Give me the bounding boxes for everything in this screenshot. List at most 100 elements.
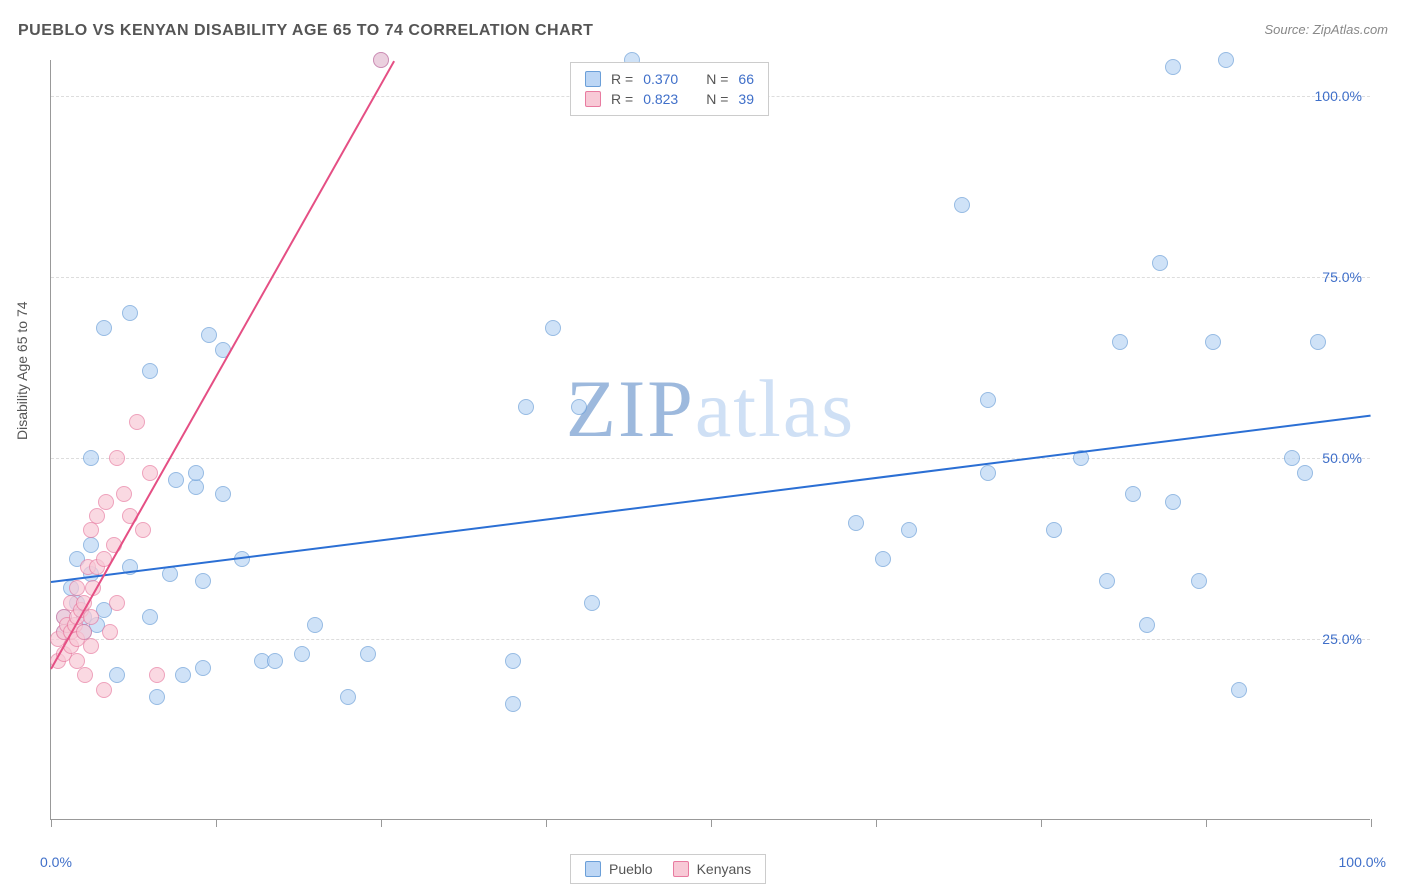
scatter-point — [77, 667, 93, 683]
legend-swatch — [585, 861, 601, 877]
x-tick — [1371, 819, 1372, 827]
scatter-point — [188, 465, 204, 481]
legend-stats-box: R =0.370N =66R =0.823N =39 — [570, 62, 769, 116]
y-tick-label: 100.0% — [1315, 88, 1362, 104]
scatter-point — [135, 522, 151, 538]
scatter-point — [1218, 52, 1234, 68]
scatter-point — [1152, 255, 1168, 271]
scatter-point — [267, 653, 283, 669]
scatter-point — [89, 508, 105, 524]
scatter-point — [848, 515, 864, 531]
x-tick — [876, 819, 877, 827]
scatter-point — [1099, 573, 1115, 589]
scatter-point — [175, 667, 191, 683]
scatter-point — [69, 653, 85, 669]
scatter-point — [98, 494, 114, 510]
x-tick-label-left: 0.0% — [40, 854, 72, 870]
chart-title: PUEBLO VS KENYAN DISABILITY AGE 65 TO 74… — [18, 22, 593, 40]
scatter-point — [307, 617, 323, 633]
scatter-point — [1125, 486, 1141, 502]
gridline — [51, 639, 1370, 640]
scatter-point — [875, 551, 891, 567]
gridline — [51, 277, 1370, 278]
legend-swatch — [585, 71, 601, 87]
scatter-point — [373, 52, 389, 68]
scatter-point — [83, 450, 99, 466]
scatter-point — [102, 624, 118, 640]
scatter-point — [96, 682, 112, 698]
scatter-point — [129, 414, 145, 430]
stat-r-label: R = — [611, 91, 633, 107]
scatter-point — [188, 479, 204, 495]
y-tick-label: 75.0% — [1322, 269, 1362, 285]
x-tick — [1041, 819, 1042, 827]
scatter-point — [109, 667, 125, 683]
watermark-text-2: atlas — [695, 363, 855, 454]
legend-item: Kenyans — [673, 861, 751, 877]
scatter-point — [954, 197, 970, 213]
stat-n-label: N = — [706, 91, 728, 107]
scatter-point — [83, 638, 99, 654]
scatter-point — [142, 465, 158, 481]
scatter-point — [122, 305, 138, 321]
x-tick — [216, 819, 217, 827]
scatter-point — [142, 609, 158, 625]
scatter-point — [109, 450, 125, 466]
stat-r-value: 0.370 — [643, 71, 678, 87]
scatter-point — [201, 327, 217, 343]
scatter-point — [518, 399, 534, 415]
watermark: ZIPatlas — [566, 362, 855, 456]
y-tick-label: 25.0% — [1322, 631, 1362, 647]
scatter-point — [294, 646, 310, 662]
gridline — [51, 458, 1370, 459]
x-tick — [711, 819, 712, 827]
source-attribution: Source: ZipAtlas.com — [1264, 22, 1388, 37]
scatter-point — [1165, 494, 1181, 510]
scatter-point — [1310, 334, 1326, 350]
scatter-point — [1297, 465, 1313, 481]
scatter-point — [1112, 334, 1128, 350]
legend-swatch — [673, 861, 689, 877]
legend-item: Pueblo — [585, 861, 653, 877]
legend-label: Kenyans — [697, 861, 751, 877]
legend-stats-row: R = 0.370 N = 66 — [585, 69, 754, 89]
scatter-point — [980, 465, 996, 481]
stat-n-value: 66 — [738, 71, 754, 87]
scatter-point — [360, 646, 376, 662]
scatter-point — [340, 689, 356, 705]
scatter-point — [109, 595, 125, 611]
scatter-point — [215, 486, 231, 502]
scatter-point — [545, 320, 561, 336]
scatter-point — [1205, 334, 1221, 350]
scatter-point — [980, 392, 996, 408]
scatter-point — [142, 363, 158, 379]
x-tick-label-right: 100.0% — [1339, 854, 1386, 870]
scatter-point — [505, 696, 521, 712]
y-tick-label: 50.0% — [1322, 450, 1362, 466]
scatter-point — [116, 486, 132, 502]
stat-r-value: 0.823 — [643, 91, 678, 107]
scatter-point — [195, 573, 211, 589]
scatter-point — [901, 522, 917, 538]
plot-area: ZIPatlas 25.0% 50.0% 75.0% 100.0% — [50, 60, 1370, 820]
x-tick — [381, 819, 382, 827]
scatter-point — [1165, 59, 1181, 75]
scatter-point — [1046, 522, 1062, 538]
scatter-point — [571, 399, 587, 415]
scatter-point — [149, 667, 165, 683]
scatter-point — [195, 660, 211, 676]
scatter-point — [83, 537, 99, 553]
x-tick — [1206, 819, 1207, 827]
scatter-point — [584, 595, 600, 611]
scatter-point — [83, 522, 99, 538]
stat-n-label: N = — [706, 71, 728, 87]
scatter-point — [83, 609, 99, 625]
y-axis-label: Disability Age 65 to 74 — [14, 301, 30, 440]
x-tick — [546, 819, 547, 827]
scatter-point — [505, 653, 521, 669]
scatter-point — [149, 689, 165, 705]
scatter-point — [1284, 450, 1300, 466]
x-tick — [51, 819, 52, 827]
scatter-point — [1139, 617, 1155, 633]
stat-r-label: R = — [611, 71, 633, 87]
